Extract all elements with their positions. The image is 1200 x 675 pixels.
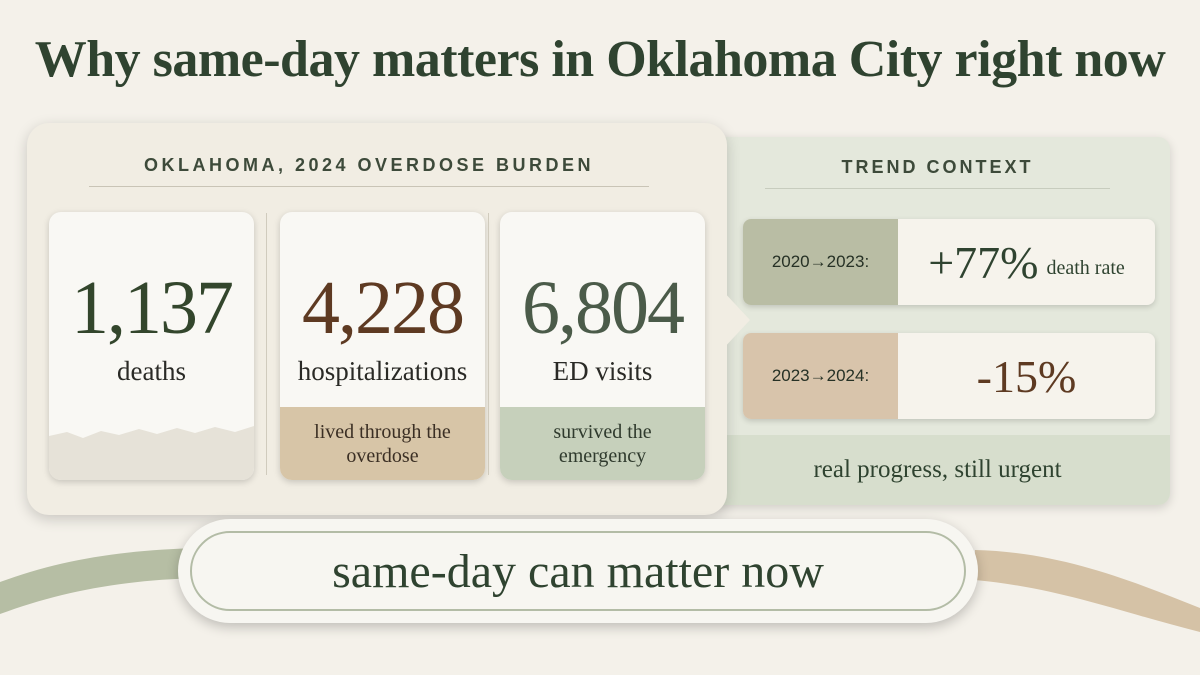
stat-value: 4,228 <box>302 266 465 350</box>
trend-footer: real progress, still urgent <box>705 435 1170 505</box>
callout-pointer <box>722 290 750 350</box>
stat-card-ed-visits: 6,804 ED visits survived the emergency <box>500 212 705 480</box>
card-divider <box>488 213 489 475</box>
trend-value: -15% <box>898 333 1155 419</box>
cta-banner: same-day can matter now <box>178 519 978 623</box>
stat-label: hospitalizations <box>297 356 468 386</box>
trend-context-heading: TREND CONTEXT <box>765 155 1110 189</box>
decorative-ribbon <box>0 548 1200 632</box>
trend-suffix: death rate <box>1046 256 1125 279</box>
cta-text: same-day can matter now <box>190 531 966 611</box>
overdose-burden-panel: OKLAHOMA, 2024 OVERDOSE BURDEN 1,137 dea… <box>27 123 727 515</box>
stat-label: ED visits <box>552 356 653 386</box>
trend-row-2020-2023: 2020→2023: +77% death rate <box>743 219 1155 305</box>
trend-value: +77% death rate <box>898 219 1155 305</box>
stat-value: 6,804 <box>522 266 685 350</box>
page-title: Why same-day matters in Oklahoma City ri… <box>34 31 1166 88</box>
torn-paper-decoration <box>49 426 254 480</box>
trend-context-panel: TREND CONTEXT 2020→2023: +77% death rate… <box>705 137 1170 505</box>
stat-card-deaths: 1,137 deaths <box>49 212 254 480</box>
burden-heading: OKLAHOMA, 2024 OVERDOSE BURDEN <box>89 149 649 187</box>
trend-row-2023-2024: 2023→2024: -15% <box>743 333 1155 419</box>
stat-label: deaths <box>117 356 186 386</box>
trend-period-label: 2020→2023: <box>743 219 898 305</box>
trend-percent: -15% <box>976 350 1077 402</box>
stat-value: 1,137 <box>71 266 234 350</box>
stat-card-hospitalizations: 4,228 hospitalizations lived through the… <box>280 212 485 480</box>
card-divider <box>266 213 267 475</box>
trend-percent: +77% <box>928 236 1039 288</box>
trend-period-label: 2023→2024: <box>743 333 898 419</box>
stat-note: lived through the overdose <box>280 407 485 480</box>
stat-note: survived the emergency <box>500 407 705 480</box>
